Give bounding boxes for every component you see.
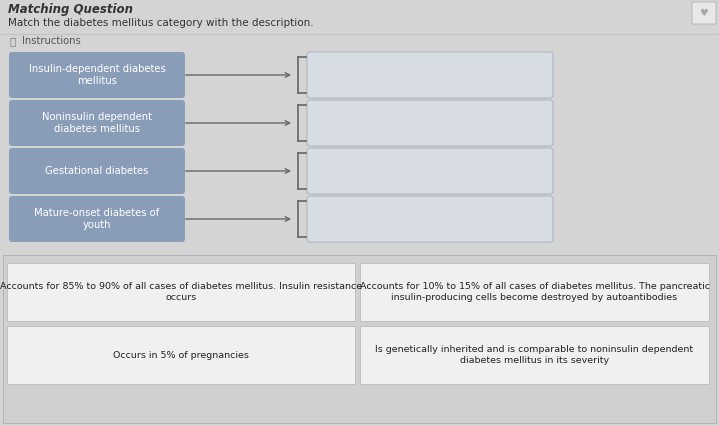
- FancyBboxPatch shape: [3, 255, 716, 423]
- FancyBboxPatch shape: [7, 263, 355, 321]
- Text: Accounts for 85% to 90% of all cases of diabetes mellitus. Insulin resistance
oc: Accounts for 85% to 90% of all cases of …: [0, 282, 362, 302]
- Text: ⓘ: ⓘ: [10, 36, 17, 46]
- FancyBboxPatch shape: [307, 196, 553, 242]
- Text: Matching Question: Matching Question: [8, 3, 133, 16]
- FancyBboxPatch shape: [307, 148, 553, 194]
- Text: Noninsulin dependent
diabetes mellitus: Noninsulin dependent diabetes mellitus: [42, 112, 152, 134]
- FancyBboxPatch shape: [307, 100, 553, 146]
- FancyBboxPatch shape: [360, 263, 709, 321]
- Text: Instructions: Instructions: [22, 36, 81, 46]
- FancyBboxPatch shape: [692, 2, 716, 24]
- FancyBboxPatch shape: [9, 148, 185, 194]
- Text: Occurs in 5% of pregnancies: Occurs in 5% of pregnancies: [113, 351, 249, 360]
- Text: Insulin-dependent diabetes
mellitus: Insulin-dependent diabetes mellitus: [29, 64, 165, 86]
- Text: Mature-onset diabetes of
youth: Mature-onset diabetes of youth: [35, 208, 160, 230]
- FancyBboxPatch shape: [9, 196, 185, 242]
- Text: Accounts for 10% to 15% of all cases of diabetes mellitus. The pancreatic
insuli: Accounts for 10% to 15% of all cases of …: [360, 282, 710, 302]
- FancyBboxPatch shape: [7, 326, 355, 384]
- FancyBboxPatch shape: [9, 100, 185, 146]
- Text: Gestational diabetes: Gestational diabetes: [45, 166, 149, 176]
- Text: Is genetically inherited and is comparable to noninsulin dependent
diabetes mell: Is genetically inherited and is comparab…: [375, 345, 694, 365]
- FancyBboxPatch shape: [307, 52, 553, 98]
- Text: ♥: ♥: [700, 8, 708, 18]
- FancyBboxPatch shape: [9, 52, 185, 98]
- FancyBboxPatch shape: [360, 326, 709, 384]
- Text: Match the diabetes mellitus category with the description.: Match the diabetes mellitus category wit…: [8, 18, 313, 28]
